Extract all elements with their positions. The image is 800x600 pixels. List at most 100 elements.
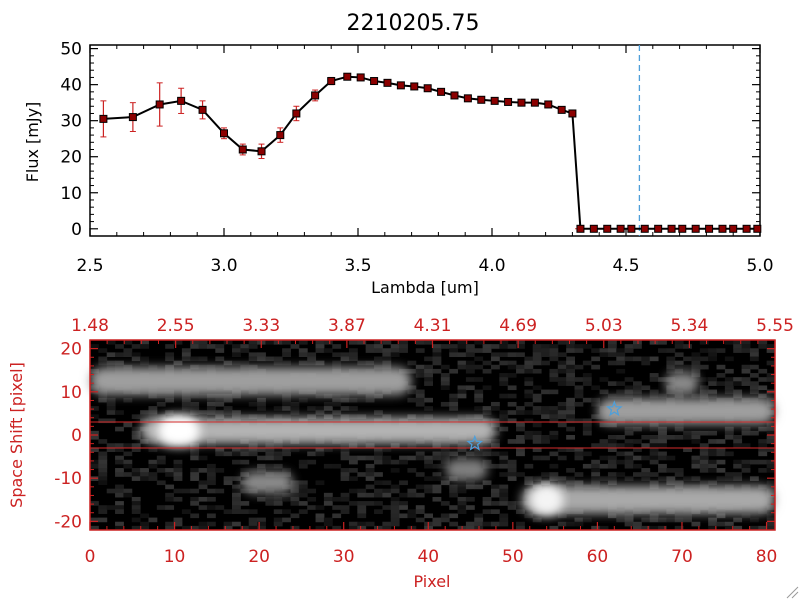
noise-pixel (691, 521, 701, 527)
noise-pixel (223, 397, 233, 403)
spectrum-axes-frame (89, 44, 761, 237)
noise-pixel (733, 377, 743, 382)
noise-pixel (399, 492, 408, 498)
noise-pixel (708, 451, 718, 457)
noise-pixel (708, 377, 718, 382)
noise-pixel (524, 393, 534, 399)
noise-pixel (457, 505, 467, 510)
noise-pixel (332, 505, 342, 510)
noise-pixel (490, 356, 500, 362)
noise-pixel (716, 476, 726, 481)
noise-pixel (298, 484, 308, 490)
spectrum-image-plot: 0 10 20 30 40 50 60 70 80 1.48 2.55 3.33 3.87 4.31 4.6… (54, 316, 794, 567)
spectrum-plot: 2.5 3.0 3.5 4.0 4.5 5.0 0 10 20 30 40 50 (60, 40, 773, 276)
data-point (576, 224, 585, 233)
noise-pixel (348, 501, 358, 506)
noise-pixel (449, 397, 459, 403)
noise-pixel (499, 340, 509, 345)
noise-pixel (206, 406, 216, 411)
noise-pixel (374, 492, 383, 498)
noise-pixel (549, 410, 559, 415)
noise-pixel (733, 340, 743, 345)
noise-pixel (382, 356, 392, 362)
source-trace (597, 398, 775, 425)
noise-pixel (758, 451, 768, 457)
noise-pixel (524, 513, 534, 519)
noise-pixel (449, 352, 459, 358)
noise-pixel (307, 406, 317, 411)
noise-pixel (474, 364, 484, 370)
noise-pixel (190, 455, 200, 461)
noise-pixel (708, 356, 718, 362)
noise-pixel (465, 344, 475, 349)
noise-pixel (741, 468, 751, 473)
noise-pixel (115, 472, 124, 477)
noise-pixel (98, 505, 108, 510)
noise-pixel (708, 468, 718, 473)
noise-pixel (449, 505, 459, 510)
data-point (257, 147, 266, 156)
noise-pixel (348, 414, 358, 419)
noise-pixel (465, 505, 475, 510)
noise-pixel (541, 472, 550, 477)
noise-pixel (90, 344, 99, 349)
noise-pixel (499, 418, 509, 424)
noise-pixel (148, 410, 158, 415)
noise-pixel (424, 406, 433, 411)
noise-pixel (407, 360, 417, 366)
noise-pixel (557, 352, 567, 358)
noise-pixel (574, 393, 584, 399)
noise-pixel (457, 344, 467, 349)
noise-pixel (282, 360, 291, 366)
noise-pixel (683, 517, 692, 523)
noise-pixel (298, 509, 308, 514)
x-tick-label: 10 (164, 547, 186, 567)
noise-pixel (257, 517, 266, 523)
noise-pixel (741, 368, 751, 374)
noise-pixel (307, 451, 317, 457)
noise-pixel (741, 340, 751, 345)
noise-pixel (223, 410, 233, 415)
noise-pixel (465, 480, 475, 486)
data-point (490, 96, 499, 105)
data-point (177, 96, 186, 105)
noise-pixel (574, 451, 584, 457)
noise-pixel (424, 373, 433, 378)
noise-pixel (415, 505, 425, 510)
noise-pixel (574, 521, 584, 527)
noise-pixel (482, 509, 492, 514)
noise-pixel (323, 447, 333, 453)
noise-pixel (632, 521, 642, 527)
noise-pixel (374, 393, 383, 399)
noise-pixel (365, 393, 375, 399)
noise-pixel (206, 401, 216, 407)
noise-pixel (649, 517, 659, 523)
noise-pixel (624, 521, 634, 527)
noise-pixel (607, 352, 617, 358)
noise-pixel (741, 463, 751, 469)
noise-pixel (549, 451, 559, 457)
noise-pixel (265, 443, 275, 448)
noise-pixel (465, 360, 475, 366)
noise-pixel (699, 348, 709, 353)
noise-pixel (332, 352, 342, 358)
noise-pixel (424, 414, 433, 419)
noise-pixel (582, 381, 592, 386)
noise-pixel (340, 356, 350, 362)
noise-pixel (181, 397, 191, 403)
noise-pixel (607, 340, 617, 345)
x-tick-label: 3.0 (210, 256, 237, 276)
resize-grip[interactable] (786, 586, 799, 599)
noise-pixel (123, 463, 133, 469)
noise-pixel (658, 348, 667, 353)
noise-pixel (257, 521, 266, 527)
noise-pixel (691, 463, 701, 469)
noise-pixel (215, 410, 225, 415)
noise-pixel (181, 401, 191, 407)
noise-pixel (733, 348, 743, 353)
noise-pixel (532, 435, 542, 440)
noise-pixel (699, 385, 709, 391)
noise-pixel (440, 517, 450, 523)
noise-pixel (557, 368, 567, 374)
